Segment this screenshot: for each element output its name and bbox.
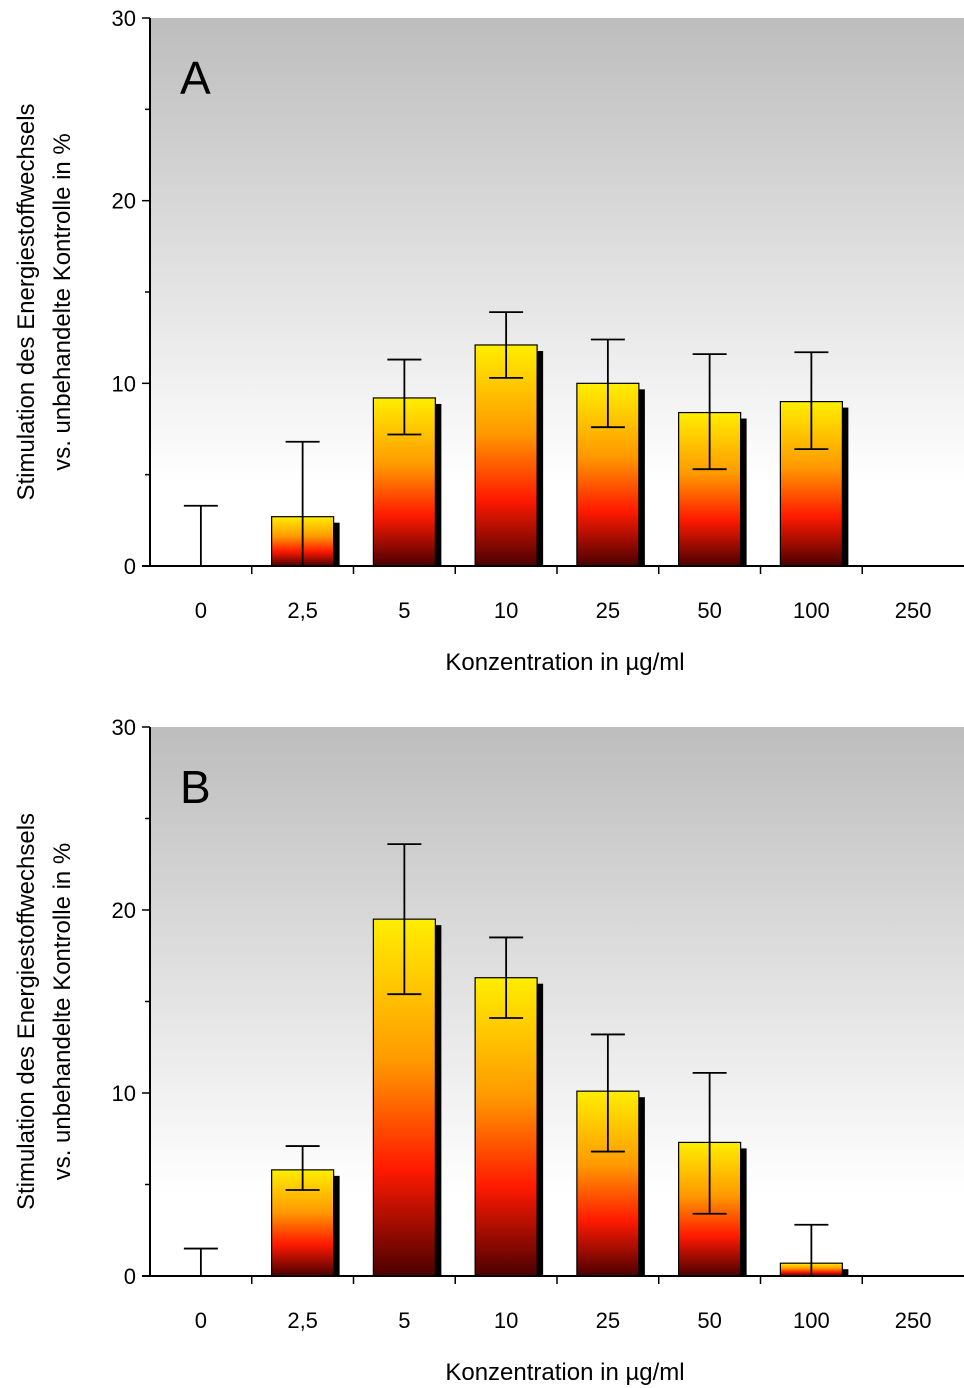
x-tick-label: 0 [195, 598, 207, 623]
x-tick-label: 25 [596, 598, 620, 623]
x-tick-label: 50 [697, 1308, 721, 1333]
y-axis-label-line: Stimulation des Energiestoffwechsels [13, 103, 40, 500]
y-tick-label: 20 [112, 189, 136, 214]
y-axis-label-line: vs. unbehandelte Kontrolle in % [49, 843, 76, 1181]
panel-label: A [180, 52, 211, 104]
x-tick-label: 10 [494, 1308, 518, 1333]
y-axis-label-line: Stimulation des Energiestoffwechsels [13, 813, 40, 1210]
chart-panel-a: A 0 10 20 30 0 2,5 5 10 25 50 100 250 Konzentration i… [13, 6, 964, 676]
y-tick-label: 0 [124, 554, 136, 579]
x-tick-label: 5 [398, 598, 410, 623]
chart-panel-b: B 0 10 20 30 0 2,5 5 10 25 50 100 250 Konzentration i… [13, 715, 964, 1386]
panel-label: B [180, 761, 211, 813]
x-tick-label: 250 [895, 1308, 932, 1333]
y-axis-label: Stimulation des Energiestoffwechsels vs. … [13, 813, 76, 1210]
x-tick-label: 2,5 [287, 1308, 318, 1333]
x-tick-label: 25 [596, 1308, 620, 1333]
x-tick-label: 250 [895, 598, 932, 623]
x-tick-label: 5 [398, 1308, 410, 1333]
bar [474, 977, 538, 1277]
x-tick-label: 100 [793, 1308, 830, 1333]
y-axis-label: Stimulation des Energiestoffwechsels vs. … [13, 103, 76, 500]
y-tick-label: 10 [112, 371, 136, 396]
x-axis-label: Konzentration in µg/ml [445, 1359, 684, 1386]
y-axis-label-line: vs. unbehandelte Kontrolle in % [49, 133, 76, 471]
y-tick-label: 30 [112, 715, 136, 740]
x-tick-label: 100 [793, 598, 830, 623]
x-tick-label: 50 [697, 598, 721, 623]
y-tick-label: 30 [112, 6, 136, 31]
x-tick-label: 10 [494, 598, 518, 623]
x-tick-label: 2,5 [287, 598, 318, 623]
y-tick-label: 0 [124, 1264, 136, 1289]
y-tick-label: 10 [112, 1081, 136, 1106]
x-axis-label: Konzentration in µg/ml [445, 649, 684, 676]
x-tick-label: 0 [195, 1308, 207, 1333]
y-tick-label: 20 [112, 898, 136, 923]
